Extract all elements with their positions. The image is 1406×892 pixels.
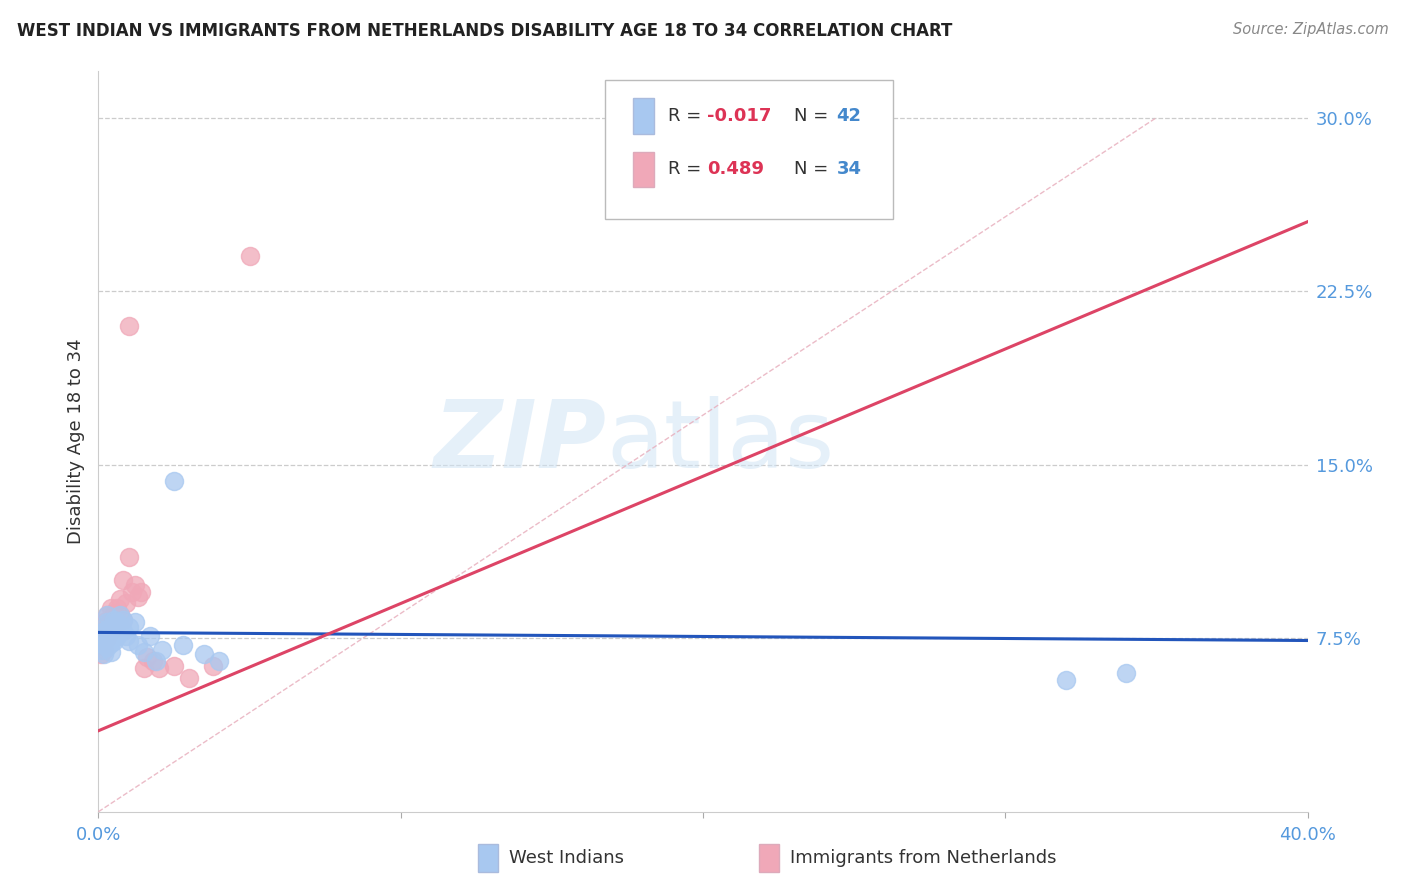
Point bbox=[105, 615, 128, 629]
Point bbox=[105, 601, 128, 615]
Y-axis label: Disability Age 18 to 34: Disability Age 18 to 34 bbox=[66, 339, 84, 544]
Point bbox=[103, 606, 125, 620]
Point bbox=[118, 619, 141, 633]
Text: R =: R = bbox=[668, 161, 707, 178]
Point bbox=[150, 642, 173, 657]
Point bbox=[111, 613, 134, 627]
Point bbox=[96, 629, 118, 643]
Point bbox=[105, 629, 128, 643]
Point bbox=[100, 601, 122, 615]
Point bbox=[179, 671, 201, 685]
Point bbox=[132, 645, 155, 659]
Point bbox=[96, 631, 118, 645]
Text: WEST INDIAN VS IMMIGRANTS FROM NETHERLANDS DISABILITY AGE 18 TO 34 CORRELATION C: WEST INDIAN VS IMMIGRANTS FROM NETHERLAN… bbox=[17, 22, 952, 40]
Point bbox=[105, 615, 128, 629]
Point bbox=[139, 629, 162, 643]
Point bbox=[127, 590, 149, 604]
Point bbox=[114, 629, 136, 643]
Point bbox=[111, 613, 134, 627]
Point bbox=[127, 638, 149, 652]
Point bbox=[90, 642, 112, 657]
Point bbox=[163, 474, 186, 488]
Point bbox=[96, 619, 118, 633]
Point bbox=[100, 636, 122, 650]
Point bbox=[96, 608, 118, 623]
Point bbox=[93, 629, 115, 643]
Point bbox=[103, 613, 125, 627]
Point bbox=[172, 638, 194, 652]
Point bbox=[193, 648, 215, 662]
Point bbox=[100, 629, 122, 643]
Point bbox=[121, 585, 143, 599]
Text: -0.017: -0.017 bbox=[707, 107, 772, 125]
Point bbox=[118, 633, 141, 648]
Point bbox=[96, 622, 118, 636]
Point bbox=[96, 633, 118, 648]
Text: Source: ZipAtlas.com: Source: ZipAtlas.com bbox=[1233, 22, 1389, 37]
Point bbox=[100, 613, 122, 627]
Point bbox=[135, 649, 157, 664]
Point bbox=[145, 654, 167, 668]
Point bbox=[103, 619, 125, 633]
Point bbox=[1054, 673, 1077, 687]
Point bbox=[118, 318, 141, 333]
Point bbox=[96, 615, 118, 629]
Point bbox=[103, 633, 125, 648]
Point bbox=[108, 619, 131, 633]
Point bbox=[163, 659, 186, 673]
Point bbox=[132, 661, 155, 675]
Point bbox=[90, 626, 112, 640]
Point bbox=[124, 578, 146, 592]
Point bbox=[124, 615, 146, 629]
Text: R =: R = bbox=[668, 107, 707, 125]
Point bbox=[114, 597, 136, 611]
Point bbox=[90, 636, 112, 650]
Point bbox=[93, 648, 115, 662]
Point bbox=[93, 638, 115, 652]
Point bbox=[105, 622, 128, 636]
Point bbox=[90, 648, 112, 662]
Point bbox=[100, 624, 122, 639]
Text: 42: 42 bbox=[837, 107, 862, 125]
Point bbox=[108, 608, 131, 623]
Point bbox=[148, 661, 170, 675]
Point bbox=[118, 550, 141, 565]
Text: West Indians: West Indians bbox=[509, 849, 624, 867]
Text: N =: N = bbox=[794, 161, 834, 178]
Point bbox=[96, 640, 118, 655]
Point bbox=[103, 626, 125, 640]
Point bbox=[111, 574, 134, 588]
Point bbox=[100, 619, 122, 633]
Point bbox=[129, 585, 152, 599]
Point bbox=[108, 608, 131, 623]
Point bbox=[111, 624, 134, 639]
Point bbox=[93, 631, 115, 645]
Point bbox=[100, 645, 122, 659]
Point bbox=[90, 638, 112, 652]
Text: N =: N = bbox=[794, 107, 834, 125]
Point bbox=[108, 591, 131, 606]
Text: Immigrants from Netherlands: Immigrants from Netherlands bbox=[790, 849, 1057, 867]
Point bbox=[202, 659, 225, 673]
Point bbox=[96, 608, 118, 623]
Point bbox=[239, 250, 262, 264]
Point bbox=[1115, 665, 1137, 680]
Text: ZIP: ZIP bbox=[433, 395, 606, 488]
Point bbox=[208, 654, 231, 668]
Point bbox=[93, 642, 115, 657]
Text: 0.489: 0.489 bbox=[707, 161, 765, 178]
Text: atlas: atlas bbox=[606, 395, 835, 488]
Point bbox=[93, 624, 115, 639]
Text: 34: 34 bbox=[837, 161, 862, 178]
Point bbox=[93, 615, 115, 629]
Point bbox=[142, 654, 165, 668]
